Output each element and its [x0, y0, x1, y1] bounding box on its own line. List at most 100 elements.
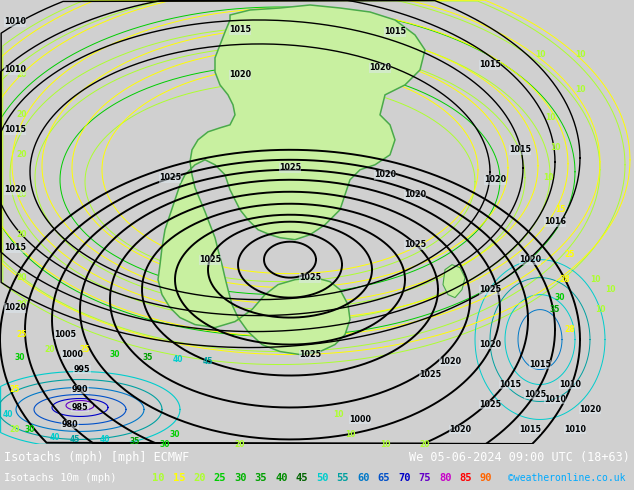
Text: 1020: 1020 — [4, 303, 26, 312]
Text: 10: 10 — [575, 85, 585, 95]
Text: 980: 980 — [61, 420, 79, 429]
Text: 20: 20 — [16, 150, 27, 159]
Text: 1020: 1020 — [479, 340, 501, 349]
Text: 85: 85 — [460, 473, 472, 483]
Text: 10: 10 — [575, 50, 585, 59]
Text: 20: 20 — [193, 473, 205, 483]
Text: 60: 60 — [357, 473, 370, 483]
Text: 30: 30 — [170, 430, 180, 439]
Text: 1020: 1020 — [374, 171, 396, 179]
Text: 1010: 1010 — [564, 425, 586, 434]
Text: 70: 70 — [398, 473, 410, 483]
Text: 25: 25 — [17, 330, 27, 339]
Text: Isotachs 10m (mph): Isotachs 10m (mph) — [4, 473, 117, 483]
Text: 10: 10 — [534, 50, 545, 59]
Text: 1025: 1025 — [299, 350, 321, 359]
Text: 1020: 1020 — [404, 190, 426, 199]
Text: 1010: 1010 — [4, 18, 26, 26]
Polygon shape — [158, 5, 425, 355]
Text: 1015: 1015 — [4, 125, 26, 134]
Text: 1015: 1015 — [384, 27, 406, 36]
Text: 25: 25 — [565, 250, 575, 259]
Text: 1010: 1010 — [559, 380, 581, 389]
Text: 1025: 1025 — [524, 390, 546, 399]
Text: 20: 20 — [16, 190, 27, 199]
Text: 30: 30 — [110, 350, 120, 359]
Text: 28: 28 — [565, 325, 575, 334]
Text: 1015: 1015 — [4, 243, 26, 252]
Text: 90: 90 — [480, 473, 493, 483]
Text: 1020: 1020 — [519, 255, 541, 264]
Text: 20: 20 — [16, 230, 27, 239]
Text: 10: 10 — [595, 305, 605, 314]
Text: 40: 40 — [3, 410, 13, 419]
Text: 985: 985 — [72, 403, 88, 412]
Text: 1015: 1015 — [529, 360, 551, 369]
Text: 20: 20 — [10, 425, 20, 434]
Text: 10: 10 — [590, 275, 600, 284]
Text: 1025: 1025 — [199, 255, 221, 264]
Text: ©weatheronline.co.uk: ©weatheronline.co.uk — [507, 473, 625, 483]
Text: 1025: 1025 — [419, 370, 441, 379]
Text: 1020: 1020 — [369, 63, 391, 73]
Text: 40: 40 — [49, 433, 60, 442]
Text: 1025: 1025 — [404, 240, 426, 249]
Text: 1020: 1020 — [229, 71, 251, 79]
Text: 55: 55 — [337, 473, 349, 483]
Text: 75: 75 — [418, 473, 431, 483]
Text: 1020: 1020 — [4, 185, 26, 194]
Polygon shape — [443, 265, 465, 297]
Text: 25: 25 — [80, 345, 90, 354]
Text: 40: 40 — [100, 435, 110, 444]
Text: 15: 15 — [172, 473, 185, 483]
Text: 1025: 1025 — [279, 163, 301, 172]
Text: 1020: 1020 — [579, 405, 601, 414]
Text: 1020: 1020 — [449, 425, 471, 434]
Text: 1015: 1015 — [229, 25, 251, 34]
Text: 50: 50 — [316, 473, 328, 483]
Text: 1015: 1015 — [479, 60, 501, 70]
Text: 10: 10 — [345, 430, 355, 439]
Text: 65: 65 — [377, 473, 390, 483]
Text: 80: 80 — [439, 473, 451, 483]
Text: 20: 20 — [16, 71, 27, 79]
Text: 10: 10 — [333, 410, 343, 419]
Text: 35: 35 — [254, 473, 267, 483]
Text: 15: 15 — [555, 205, 565, 214]
Text: 20: 20 — [235, 440, 245, 449]
Text: 1025: 1025 — [479, 285, 501, 294]
Text: 25: 25 — [214, 473, 226, 483]
Text: 1020: 1020 — [439, 357, 461, 366]
Text: Isotachs (mph) [mph] ECMWF: Isotachs (mph) [mph] ECMWF — [4, 451, 190, 464]
Text: 30: 30 — [234, 473, 247, 483]
Text: 1000: 1000 — [61, 350, 83, 359]
Text: 10: 10 — [605, 285, 615, 294]
Text: 35: 35 — [143, 353, 153, 362]
Text: 1015: 1015 — [519, 425, 541, 434]
Text: 30: 30 — [25, 425, 36, 434]
Text: 1015: 1015 — [499, 380, 521, 389]
Text: 10: 10 — [545, 113, 555, 122]
Text: 30: 30 — [15, 353, 25, 362]
Text: 1020: 1020 — [484, 175, 506, 184]
Text: 1015: 1015 — [509, 146, 531, 154]
Text: 1010: 1010 — [544, 395, 566, 404]
Text: 1016: 1016 — [544, 217, 566, 226]
Text: 10: 10 — [152, 473, 164, 483]
Text: 40: 40 — [275, 473, 287, 483]
Text: 28: 28 — [560, 275, 571, 284]
Text: We 05-06-2024 09:00 UTC (18+63): We 05-06-2024 09:00 UTC (18+63) — [409, 451, 630, 464]
Text: 20: 20 — [420, 440, 430, 449]
Text: 20: 20 — [16, 300, 27, 309]
Text: 25: 25 — [10, 385, 20, 394]
Text: 1025: 1025 — [159, 173, 181, 182]
Text: 1000: 1000 — [349, 415, 371, 424]
Text: 30: 30 — [555, 293, 566, 302]
Text: 1005: 1005 — [54, 330, 76, 339]
Text: 990: 990 — [72, 385, 88, 394]
Text: 1010: 1010 — [4, 65, 26, 74]
Text: 10: 10 — [550, 143, 560, 152]
Text: 35: 35 — [130, 437, 140, 446]
Text: 20: 20 — [16, 110, 27, 120]
Text: 1025: 1025 — [479, 400, 501, 409]
